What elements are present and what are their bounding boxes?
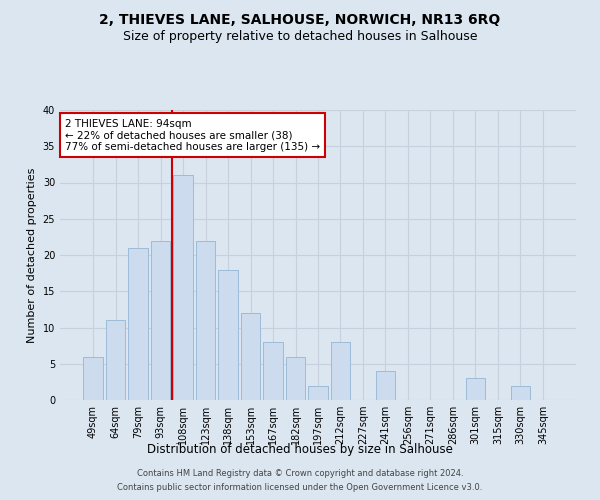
Bar	[106, 320, 125, 400]
Bar	[308, 386, 328, 400]
Bar	[286, 356, 305, 400]
Bar	[128, 248, 148, 400]
Bar	[241, 313, 260, 400]
Bar	[466, 378, 485, 400]
Text: Distribution of detached houses by size in Salhouse: Distribution of detached houses by size …	[147, 442, 453, 456]
Text: Size of property relative to detached houses in Salhouse: Size of property relative to detached ho…	[123, 30, 477, 43]
Bar	[263, 342, 283, 400]
Bar	[218, 270, 238, 400]
Bar	[173, 176, 193, 400]
Bar	[331, 342, 350, 400]
Text: 2 THIEVES LANE: 94sqm
← 22% of detached houses are smaller (38)
77% of semi-deta: 2 THIEVES LANE: 94sqm ← 22% of detached …	[65, 118, 320, 152]
Y-axis label: Number of detached properties: Number of detached properties	[27, 168, 37, 342]
Text: 2, THIEVES LANE, SALHOUSE, NORWICH, NR13 6RQ: 2, THIEVES LANE, SALHOUSE, NORWICH, NR13…	[100, 12, 500, 26]
Text: Contains HM Land Registry data © Crown copyright and database right 2024.: Contains HM Land Registry data © Crown c…	[137, 468, 463, 477]
Bar	[376, 371, 395, 400]
Bar	[511, 386, 530, 400]
Text: Contains public sector information licensed under the Open Government Licence v3: Contains public sector information licen…	[118, 484, 482, 492]
Bar	[196, 240, 215, 400]
Bar	[151, 240, 170, 400]
Bar	[83, 356, 103, 400]
